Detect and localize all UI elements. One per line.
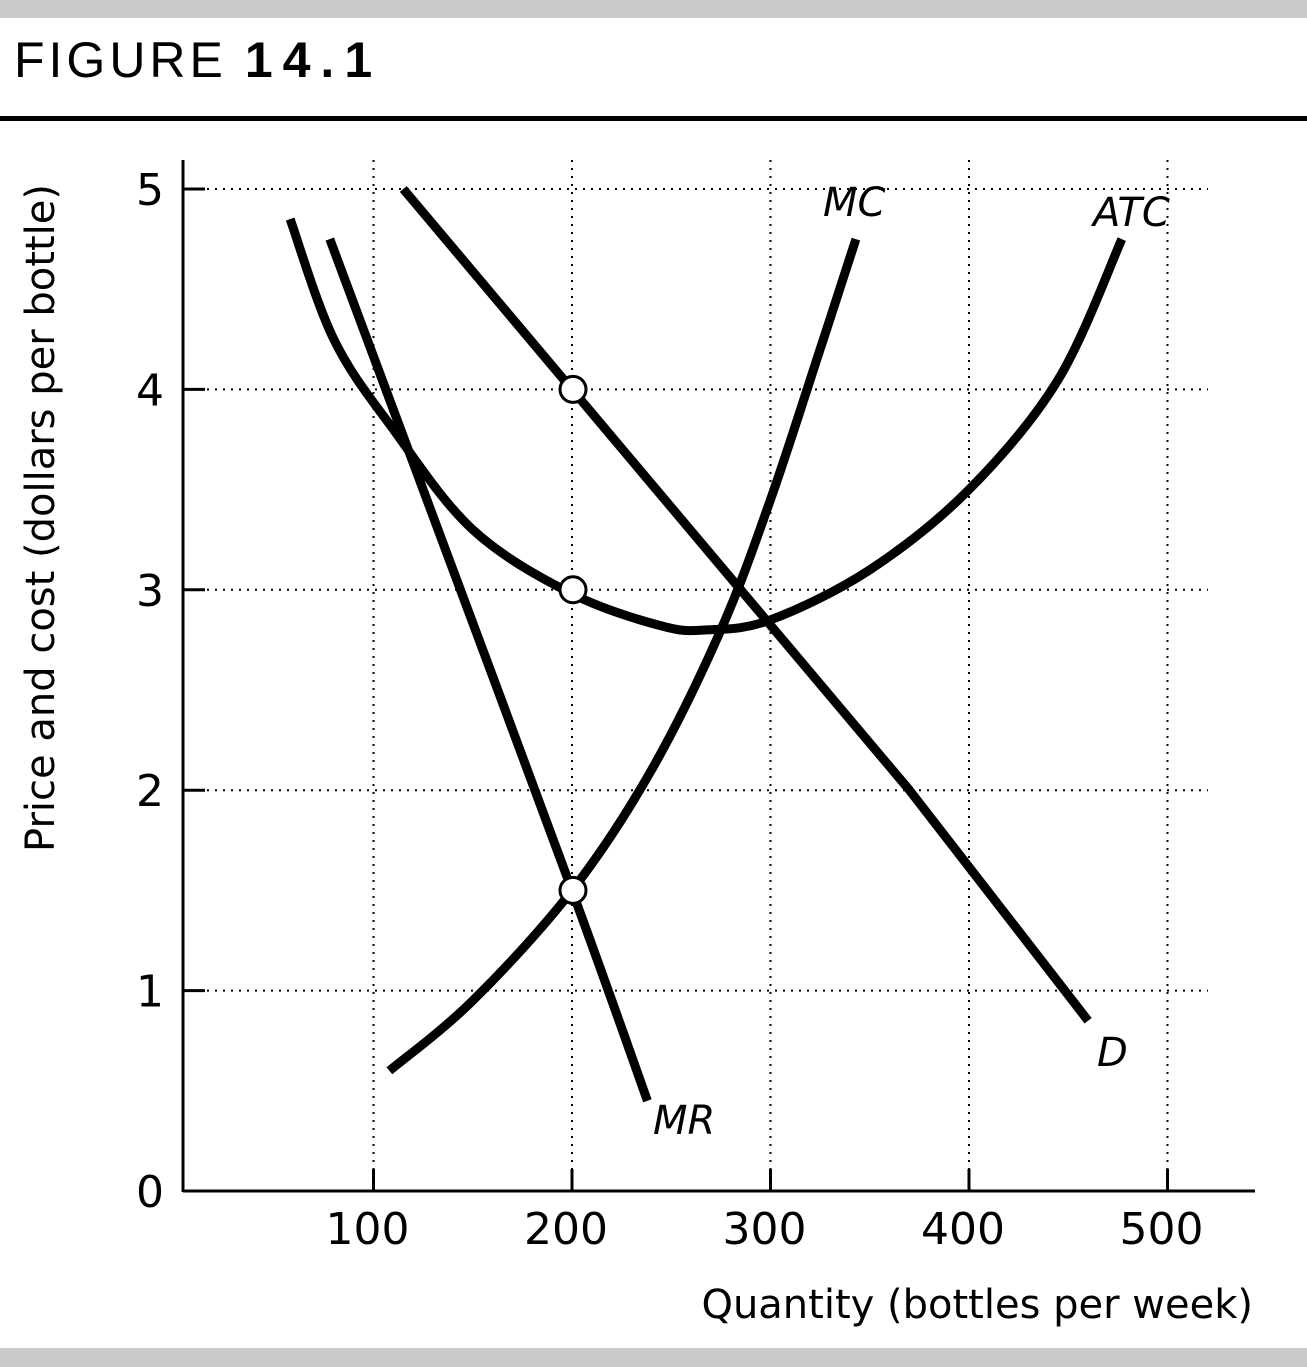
marker-point-2 [558, 575, 588, 605]
points [558, 374, 588, 905]
marker-point-1 [558, 374, 588, 404]
curve-label-d: D [1097, 1030, 1128, 1076]
y-tick-label-5: 5 [136, 165, 164, 216]
y-tick-label-3: 3 [136, 566, 164, 617]
figure-prefix: FIGURE [14, 32, 227, 88]
x-tick-label-400: 400 [921, 1204, 1005, 1255]
grid [183, 160, 1208, 1191]
y-tick-label-1: 1 [136, 967, 164, 1018]
axes [181, 160, 1255, 1193]
y-tick-label-2: 2 [136, 766, 164, 817]
bottom-band [0, 1348, 1307, 1367]
curve-atc [285, 217, 1126, 636]
heading-rule [0, 116, 1307, 121]
curve-label-mc: MC [823, 180, 886, 226]
curve-mr [325, 237, 652, 1103]
x-tick-label-500: 500 [1120, 1204, 1204, 1255]
figure-heading: FIGURE 14.1 [14, 30, 382, 90]
curve-label-atc: ATC [1090, 190, 1170, 236]
x-tick-label-100: 100 [326, 1204, 410, 1255]
curve-mc [386, 237, 861, 1075]
figure-number: 14.1 [244, 32, 383, 88]
curve-d [399, 186, 1092, 1024]
marker-point-3 [558, 875, 588, 905]
curves [285, 186, 1126, 1103]
x-tick-label-300: 300 [723, 1204, 807, 1255]
top-band [0, 0, 1307, 18]
y-tick-label-4: 4 [136, 365, 164, 416]
y-axis-title: Price and cost (dollars per bottle) [18, 184, 64, 852]
labels: 100 200 300 400 500 0 1 2 3 4 5 Quantity (bottles p… [18, 165, 1253, 1328]
y-tick-label-0: 0 [136, 1167, 164, 1218]
x-axis-title: Quantity (bottles per week) [701, 1282, 1253, 1328]
x-tick-label-200: 200 [524, 1204, 608, 1255]
curve-label-mr: MR [653, 1098, 715, 1144]
